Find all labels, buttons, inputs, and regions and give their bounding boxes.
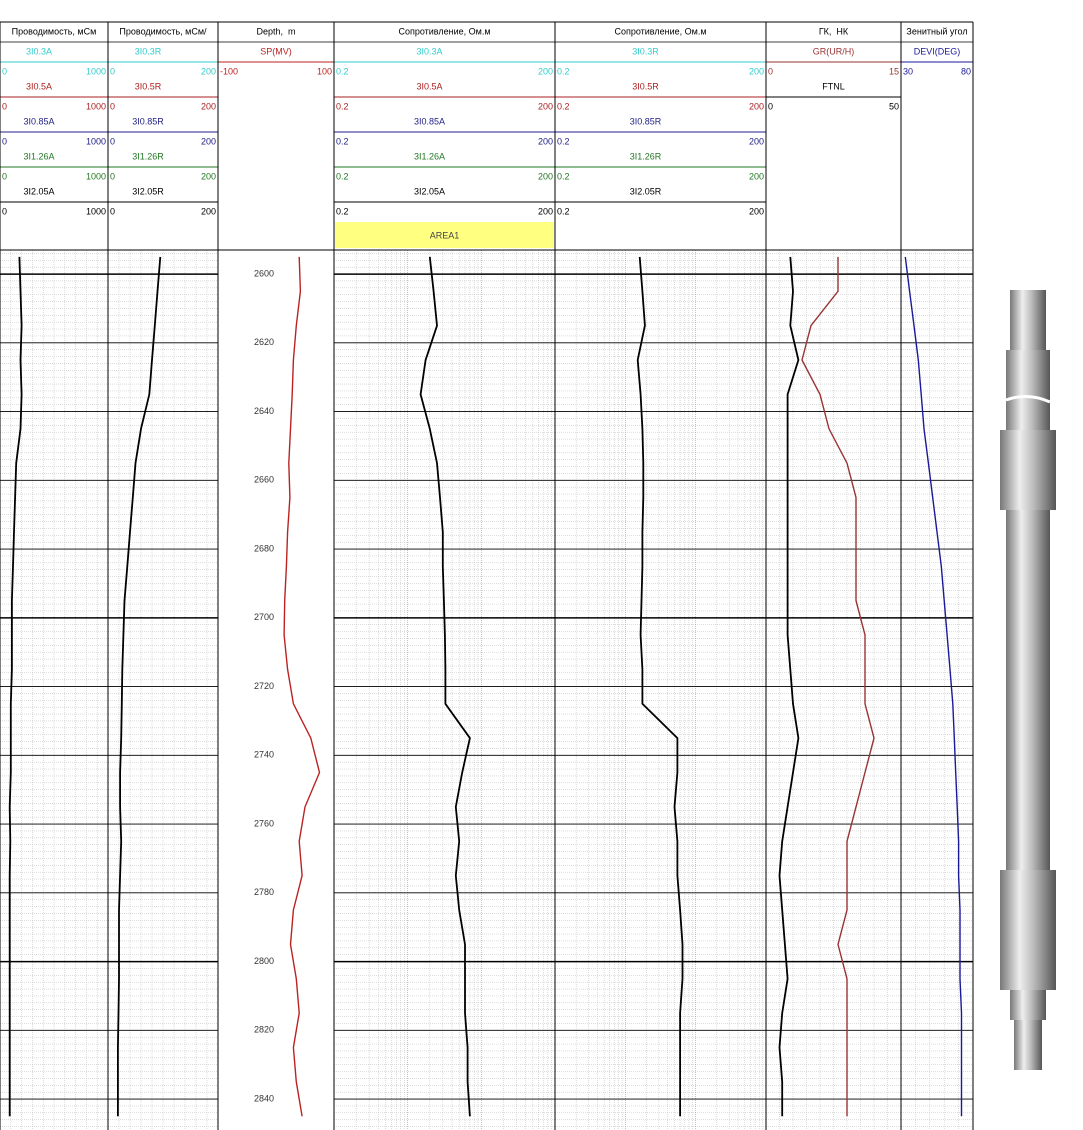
- scale-max: 1000: [86, 171, 106, 181]
- curve-name: 3I0.3R: [135, 46, 162, 56]
- curve-name: 3I0.85A: [23, 116, 54, 126]
- scale-max: 15: [889, 66, 899, 76]
- area-label: AREA1: [430, 230, 460, 240]
- depth-label: 2680: [254, 543, 274, 553]
- curve-name: 3I1.26A: [23, 151, 54, 161]
- tool-image: [1000, 290, 1056, 1070]
- scale-min: 0: [2, 206, 7, 216]
- scale-max: 100: [317, 66, 332, 76]
- curve-name: 3I0.5R: [135, 81, 162, 91]
- track-title: Зенитный угол: [906, 26, 967, 36]
- scale-min: 0: [110, 136, 115, 146]
- scale-max: 200: [749, 101, 764, 111]
- curve-name: 3I0.85R: [132, 116, 164, 126]
- curve-name: 3I2.05R: [132, 186, 164, 196]
- scale-max: 200: [749, 66, 764, 76]
- curve-name: 3I1.26R: [132, 151, 164, 161]
- scale-max: 50: [889, 101, 899, 111]
- track-title: Сопротивление, Ом.м: [614, 26, 706, 36]
- scale-max: 1000: [86, 66, 106, 76]
- scale-min: 0: [110, 206, 115, 216]
- scale-max: 200: [201, 101, 216, 111]
- scale-max: 200: [749, 171, 764, 181]
- depth-label: 2620: [254, 337, 274, 347]
- depth-label: 2820: [254, 1025, 274, 1035]
- scale-min: 0: [110, 171, 115, 181]
- curve-name: 3I0.5A: [26, 81, 52, 91]
- curve-name: 3I0.3A: [26, 46, 52, 56]
- depth-label: 2600: [254, 268, 274, 278]
- scale-max: 1000: [86, 136, 106, 146]
- curve-name: 3I2.05R: [630, 186, 662, 196]
- depth-label: 2840: [254, 1093, 274, 1103]
- curve-name: 3I0.5R: [632, 81, 659, 91]
- well-log-screen: Проводимость, мСм3I0.3A010003I0.5A010003…: [0, 0, 1083, 1130]
- curve-name: 3I1.26R: [630, 151, 662, 161]
- scale-max: 200: [201, 136, 216, 146]
- depth-label: 2740: [254, 750, 274, 760]
- curve-name: 3I2.05A: [23, 186, 54, 196]
- scale-min: 0.2: [557, 206, 570, 216]
- scale-min: 0: [2, 101, 7, 111]
- depth-label: 2660: [254, 475, 274, 485]
- curve-name: DEVI(DEG): [914, 46, 961, 56]
- depth-label: 2780: [254, 887, 274, 897]
- track-title: Проводимость, мСм/: [119, 26, 207, 36]
- scale-min: 0: [768, 101, 773, 111]
- scale-min: 0.2: [557, 136, 570, 146]
- track-title: Depth, m: [256, 26, 295, 36]
- depth-label: 2800: [254, 956, 274, 966]
- scale-min: 0.2: [336, 136, 349, 146]
- scale-min: 0: [2, 171, 7, 181]
- scale-min: 0.2: [336, 206, 349, 216]
- scale-min: 0.2: [336, 66, 349, 76]
- curve-name: 3I2.05A: [414, 186, 445, 196]
- scale-min: 0.2: [336, 101, 349, 111]
- scale-max: 1000: [86, 101, 106, 111]
- background: [0, 0, 1083, 1130]
- scale-max: 200: [538, 136, 553, 146]
- depth-label: 2640: [254, 406, 274, 416]
- scale-min: 0.2: [336, 171, 349, 181]
- curve-name: GR(UR/H): [813, 46, 855, 56]
- curve-name: 3I0.5A: [416, 81, 442, 91]
- scale-min: 0: [2, 136, 7, 146]
- curve-name: 3I0.3R: [632, 46, 659, 56]
- curve-name: 3I0.85A: [414, 116, 445, 126]
- scale-max: 80: [961, 66, 971, 76]
- scale-max: 200: [749, 136, 764, 146]
- depth-label: 2700: [254, 612, 274, 622]
- scale-max: 200: [201, 66, 216, 76]
- scale-max: 1000: [86, 206, 106, 216]
- scale-max: 200: [538, 101, 553, 111]
- scale-min: 0: [2, 66, 7, 76]
- curve-name: 3I1.26A: [414, 151, 445, 161]
- track-title: ГК, НК: [819, 26, 849, 36]
- scale-min: 0: [110, 66, 115, 76]
- scale-max: 200: [749, 206, 764, 216]
- scale-min: 0.2: [557, 66, 570, 76]
- depth-label: 2720: [254, 681, 274, 691]
- scale-max: 200: [538, 206, 553, 216]
- curve-name: 3I0.85R: [630, 116, 662, 126]
- track-title: Проводимость, мСм: [12, 26, 97, 36]
- scale-max: 200: [538, 66, 553, 76]
- scale-min: 30: [903, 66, 913, 76]
- depth-label: 2760: [254, 818, 274, 828]
- scale-min: 0.2: [557, 171, 570, 181]
- scale-max: 200: [201, 206, 216, 216]
- track-title: Сопротивление, Ом.м: [398, 26, 490, 36]
- curve-name: 3I0.3A: [416, 46, 442, 56]
- curve-name: FTNL: [822, 81, 845, 91]
- scale-min: 0: [768, 66, 773, 76]
- scale-max: 200: [538, 171, 553, 181]
- scale-min: -100: [220, 66, 238, 76]
- curve-name: SP(MV): [260, 46, 292, 56]
- scale-min: 0.2: [557, 101, 570, 111]
- scale-min: 0: [110, 101, 115, 111]
- scale-max: 200: [201, 171, 216, 181]
